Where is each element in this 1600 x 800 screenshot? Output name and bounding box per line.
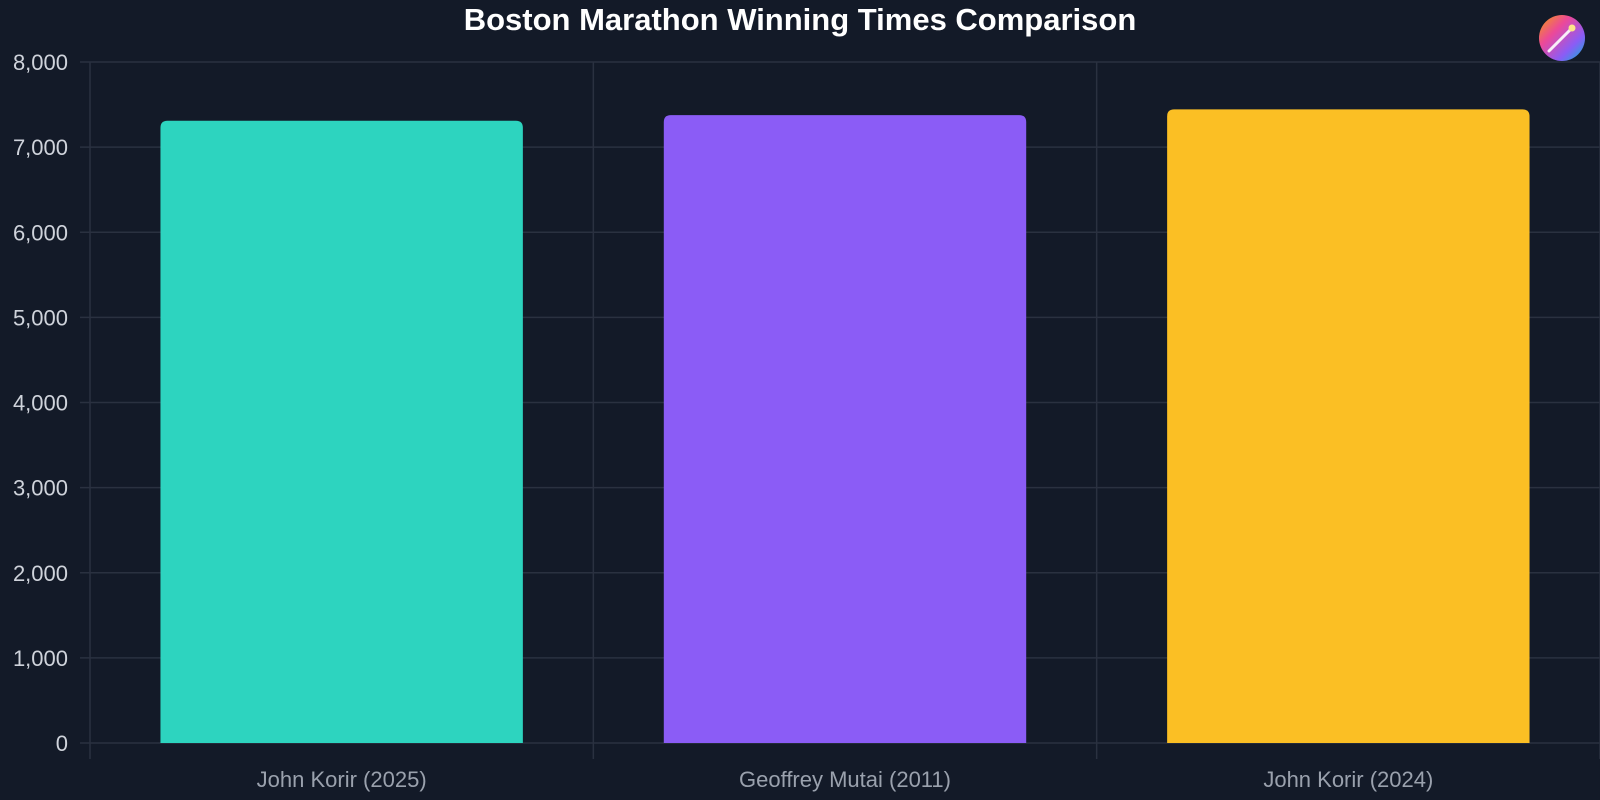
y-tick-label: 7,000 [13, 135, 68, 160]
x-axis-ticks: John Korir (2025) Geoffrey Mutai (2011) Jo… [257, 767, 1434, 792]
y-tick-label: 3,000 [13, 476, 68, 501]
x-tick-label: John Korir (2025) [257, 767, 427, 792]
y-tick-label: 5,000 [13, 305, 68, 330]
bar[interactable] [663, 115, 1027, 744]
y-axis-ticks: 0 1,000 2,000 3,000 4,000 5,000 6,000 7,000 8,00… [13, 50, 68, 756]
x-tick-label: Geoffrey Mutai (2011) [739, 767, 951, 792]
y-tick-label: 6,000 [13, 220, 68, 245]
y-tick-label: 8,000 [13, 50, 68, 75]
magic-wand-icon[interactable] [1539, 15, 1585, 61]
y-tick-label: 1,000 [13, 646, 68, 671]
y-tick-label: 4,000 [13, 391, 68, 416]
bar[interactable] [160, 120, 523, 743]
chart-title: Boston Marathon Winning Times Comparison [464, 2, 1137, 37]
x-tick-label: John Korir (2024) [1263, 767, 1433, 792]
y-tick-label: 2,000 [13, 561, 68, 586]
bar[interactable] [1167, 109, 1530, 744]
y-tick-label: 0 [56, 731, 68, 756]
bars [160, 109, 1530, 744]
